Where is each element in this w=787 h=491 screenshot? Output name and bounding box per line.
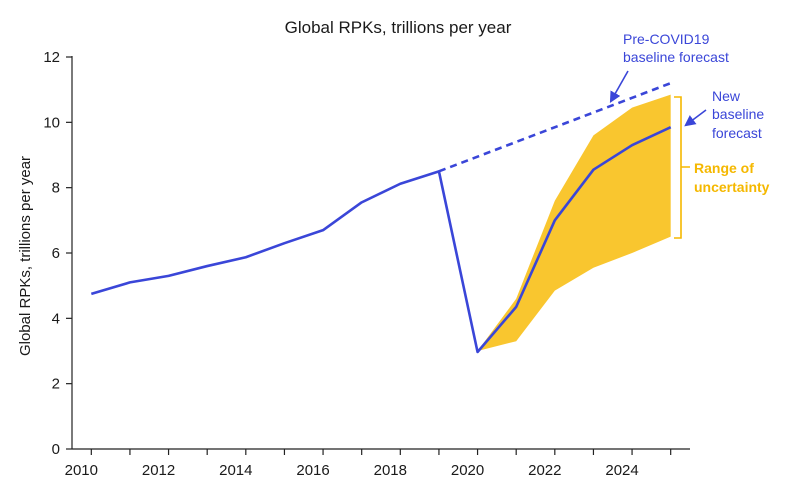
new-baseline-label-line1: New xyxy=(712,88,741,104)
series-pre-covid xyxy=(438,81,672,173)
x-tick-label: 2016 xyxy=(296,462,329,479)
x-tick-label: 2022 xyxy=(528,462,561,479)
new-baseline-arrow xyxy=(684,109,707,127)
uncertainty-band xyxy=(477,94,671,352)
y-tick-label: 6 xyxy=(52,245,60,262)
x-tick-label: 2024 xyxy=(605,462,638,479)
pre-covid-annotation: Pre-COVID19 baseline forecast xyxy=(609,31,729,103)
pre-covid-label-line2: baseline forecast xyxy=(623,49,729,65)
x-tick-label: 2010 xyxy=(65,462,98,479)
y-tick-label: 10 xyxy=(43,114,60,131)
x-tick-label: 2014 xyxy=(219,462,252,479)
series-actual xyxy=(90,126,672,354)
y-tick-label: 8 xyxy=(52,180,60,197)
y-tick-label: 2 xyxy=(52,376,60,393)
x-tick-label: 2018 xyxy=(374,462,407,479)
uncertainty-label-line2: uncertainty xyxy=(694,179,770,195)
y-axis-label: Global RPKs, trillions per year xyxy=(17,156,34,356)
uncertainty-bracket xyxy=(674,96,690,239)
uncertainty-annotation: Range of uncertainty xyxy=(674,96,770,239)
x-tick-label: 2020 xyxy=(451,462,484,479)
y-tick-label: 4 xyxy=(52,310,60,327)
y-tick-label: 0 xyxy=(52,441,60,458)
new-baseline-annotation: New baseline forecast xyxy=(684,88,764,141)
uncertainty-label-line1: Range of xyxy=(694,160,754,176)
chart-title: Global RPKs, trillions per year xyxy=(285,18,512,37)
pre-covid-arrow xyxy=(609,70,629,103)
x-tick-label: 2012 xyxy=(142,462,175,479)
new-baseline-label-line2: baseline xyxy=(712,106,764,122)
pre-covid-label-line1: Pre-COVID19 xyxy=(623,31,710,47)
new-baseline-label-line3: forecast xyxy=(712,125,762,141)
y-tick-label: 12 xyxy=(43,49,60,66)
